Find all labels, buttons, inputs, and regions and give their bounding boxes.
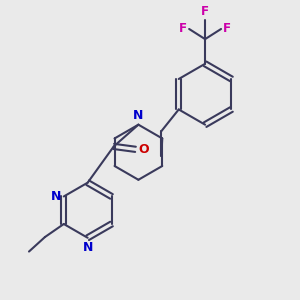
Text: N: N [82,241,93,254]
Text: F: F [201,5,209,18]
Text: N: N [50,190,61,203]
Text: N: N [133,110,144,122]
Text: F: F [179,22,187,35]
Text: F: F [224,22,231,35]
Text: O: O [138,143,149,156]
